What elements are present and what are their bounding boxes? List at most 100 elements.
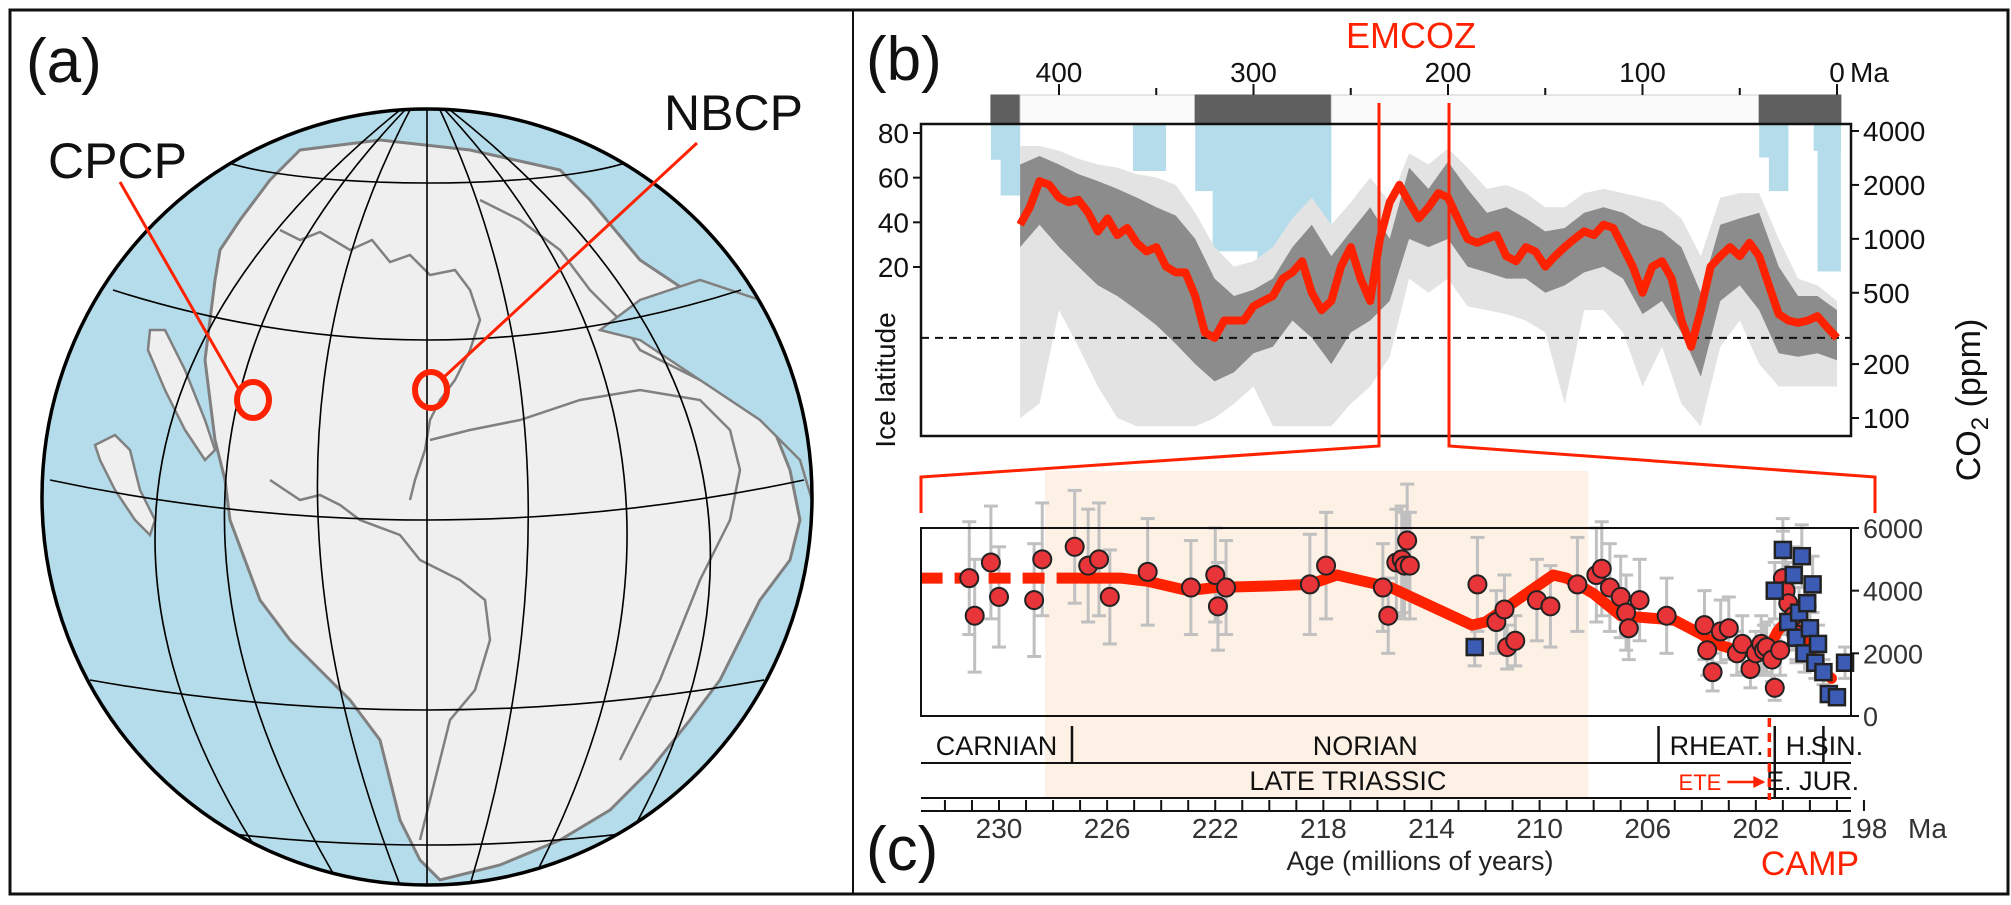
- coastline-africa: [429, 388, 742, 761]
- ice-extent-block: [1132, 124, 1166, 171]
- ete-label: ETE: [1679, 770, 1722, 795]
- y-left-tick-label: 20: [878, 252, 909, 283]
- pedogenic-point: [1205, 565, 1226, 585]
- y-right-tick-label: 200: [1863, 349, 1910, 380]
- site-nbcp: NBCP: [412, 85, 803, 411]
- x-tick-label: 226: [1084, 813, 1131, 844]
- ice-extent-block: [1768, 124, 1789, 192]
- stage-label: SIN.: [1811, 731, 1864, 761]
- y-right-tick-label: 1000: [1863, 224, 1925, 255]
- pedogenic-point: [1505, 630, 1526, 651]
- panel-b-label: (b): [866, 25, 942, 94]
- pedogenic-point: [1618, 618, 1639, 639]
- y-right-tick-label: 4000: [1863, 116, 1925, 147]
- pedogenic-point: [1137, 561, 1158, 582]
- pedogenic-point: [1591, 558, 1612, 579]
- x-tick-label: 400: [1036, 57, 1083, 88]
- nonglacial-interval: [1019, 94, 1196, 125]
- panel-c-chart: 0 2000 4000 6000 CARNIAN NORIAN RHEAT. H.SIN. L…: [866, 471, 1947, 884]
- pedogenic-point: [1378, 605, 1399, 626]
- y-left-tick-label: 40: [878, 207, 909, 238]
- pedogenic-point: [1764, 677, 1785, 698]
- emcoz-label: EMCOZ: [1346, 15, 1476, 56]
- pedogenic-point: [1467, 574, 1488, 595]
- pedogenic-point: [1372, 577, 1393, 598]
- site-cpcp-marker: [234, 379, 272, 421]
- co2-axis-label-main: CO: [1950, 430, 1988, 481]
- x-tick-label: 300: [1230, 57, 1277, 88]
- pedogenic-point: [1697, 640, 1718, 661]
- figure-frame: [8, 8, 2010, 896]
- zoom-bracket-right: [1447, 103, 1877, 513]
- x-tick-label: 200: [1425, 57, 1472, 88]
- stomatal-point: [1800, 619, 1820, 638]
- glacial-bar: [990, 94, 1842, 125]
- epoch-label: LATE TRIASSIC: [1249, 766, 1446, 796]
- pedogenic-point: [1089, 549, 1110, 570]
- x-unit-label: Ma: [1850, 57, 1889, 88]
- glacial-interval: [1194, 94, 1332, 125]
- stomatal-point: [1765, 581, 1785, 600]
- stage-label: RHEAT.: [1670, 731, 1764, 761]
- pedogenic-point: [1656, 605, 1677, 626]
- stage-label: NORIAN: [1313, 731, 1418, 761]
- panel-c-axes: 0 2000 4000 6000: [920, 514, 1923, 732]
- pedogenic-point: [1718, 618, 1739, 639]
- site-nbcp-marker: [412, 369, 450, 411]
- site-cpcp-leader: [118, 181, 240, 389]
- x-tick-label: 0: [1829, 57, 1845, 88]
- pedogenic-point: [1064, 536, 1085, 557]
- site-nbcp-label: NBCP: [664, 85, 803, 141]
- x-tick-label: 230: [976, 813, 1023, 844]
- pedogenic-point: [1299, 574, 1320, 595]
- site-nbcp-leader: [441, 141, 699, 380]
- globe-outline: [40, 107, 814, 887]
- co2-median-path: [1016, 177, 1840, 351]
- pedogenic-point: [964, 605, 985, 626]
- x-tick-label: 218: [1300, 813, 1347, 844]
- co2-uncertainty-bands: [921, 146, 1851, 427]
- zoom-bracket: [919, 103, 1877, 513]
- nonglacial-interval: [1330, 94, 1760, 125]
- pedogenic-point: [1770, 640, 1791, 661]
- y-tick-label: 2000: [1863, 639, 1923, 669]
- stomatal-point: [1808, 634, 1828, 654]
- stomatal-point: [1827, 687, 1847, 707]
- island-baja: [146, 328, 217, 462]
- pedogenic-point: [1567, 574, 1588, 595]
- stratigraphy-columns: CARNIAN NORIAN RHEAT. H.SIN. LATE TRIASSIC E.…: [921, 718, 1947, 844]
- c-xlabel: Age (millions of years): [1286, 846, 1553, 876]
- glacial-interval: [990, 94, 1021, 125]
- epoch-label: E. JUR.: [1766, 766, 1859, 796]
- y-tick-label: 6000: [1863, 514, 1923, 544]
- y-left-tick-label: 80: [878, 118, 909, 149]
- panel-a-globe: (a): [26, 27, 814, 887]
- stomatal-point: [1814, 662, 1833, 682]
- y-tick-label: 4000: [1863, 577, 1923, 607]
- pedogenic-point: [1032, 549, 1053, 570]
- x-tick-label: 206: [1624, 813, 1671, 844]
- co2-axis-label: CO2 (ppm): [1950, 319, 1994, 482]
- stomatal-point: [1792, 546, 1812, 566]
- panel-b-chart: (b) EMCOZ 400 300 200 100 0 Ma806040204000200…: [866, 15, 1994, 481]
- pedogenic-point: [1216, 577, 1237, 598]
- panel-a-label: (a): [26, 27, 102, 96]
- y-left-tick-label: 60: [878, 163, 909, 194]
- pedogenic-point: [1180, 577, 1201, 598]
- stomatal-point: [1835, 653, 1855, 672]
- x-tick-label: 214: [1408, 813, 1455, 844]
- coastline-europe: [479, 198, 721, 392]
- stomatal-point: [1465, 637, 1484, 657]
- pedogenic-point: [1316, 555, 1337, 576]
- x-tick-label: 198: [1841, 813, 1888, 844]
- y-right-tick-label: 100: [1863, 403, 1910, 434]
- b-ylabel-left: Ice latitude: [870, 312, 901, 447]
- site-cpcp-label: CPCP: [48, 133, 187, 189]
- pedogenic-point: [1399, 555, 1420, 576]
- stomatal-point: [1797, 593, 1817, 613]
- y-right-tick-label: 500: [1863, 278, 1910, 309]
- pedogenic-point: [1702, 662, 1723, 683]
- coastline-north-america: [279, 228, 482, 501]
- pedogenic-point: [1397, 530, 1418, 551]
- x-tick-label: 100: [1619, 57, 1666, 88]
